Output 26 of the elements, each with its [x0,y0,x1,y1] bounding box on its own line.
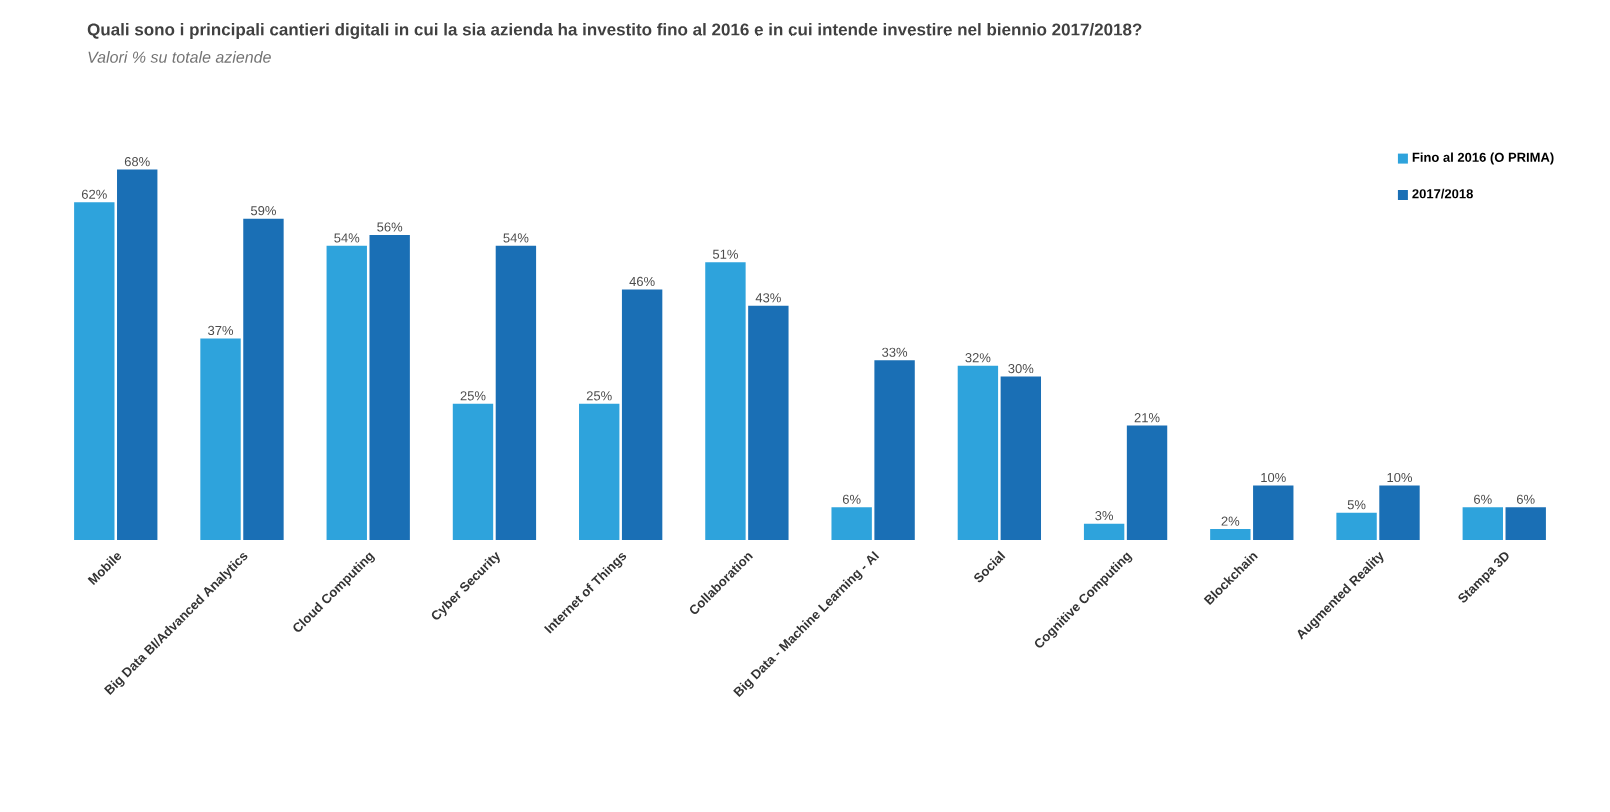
bar [200,338,241,540]
bar [1505,507,1546,540]
bar [748,305,789,540]
chart-title: Quali sono i principali cantieri digitali in cui la sia azienda ha investito fino al 2016 e in cui intende investire nel biennio 2017/2018? [87,23,1142,39]
bar [452,403,494,540]
chart-subtitle: Valori % su totale aziende [88,51,271,63]
bar [621,289,663,540]
bar [1126,425,1168,540]
bar [1336,512,1377,540]
bar [326,245,367,540]
bar [1000,376,1042,540]
bar [1210,529,1251,540]
bar [243,218,284,540]
bar [74,202,115,540]
bar [957,365,999,540]
bar [495,245,537,540]
bar [369,234,410,540]
bar [1083,523,1125,540]
bar [117,169,158,540]
bar [1253,485,1294,540]
bar [1462,507,1503,540]
bar [874,360,915,540]
bar [831,507,872,540]
bar [705,262,746,540]
bar [1379,485,1420,540]
bar [579,403,620,540]
